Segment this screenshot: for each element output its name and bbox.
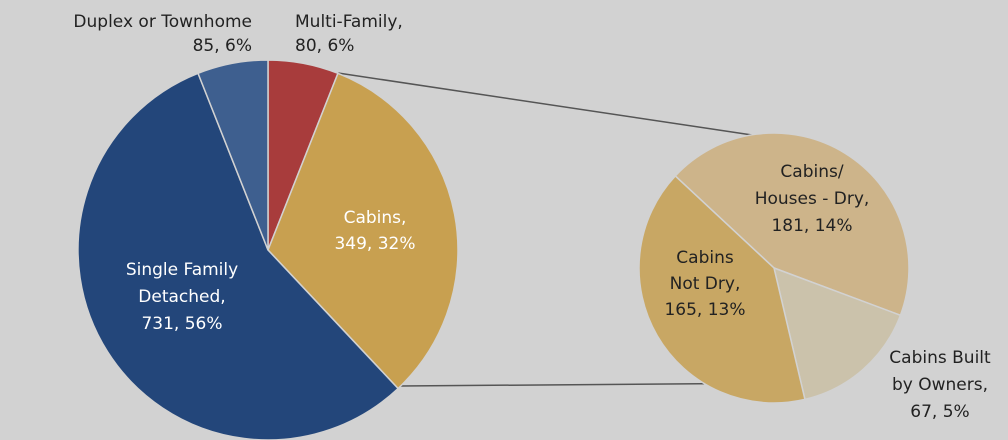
slice-value-label: 181, 14% xyxy=(771,216,852,236)
slice-label: Not Dry, xyxy=(670,274,741,294)
slice-label: Multi-Family, xyxy=(295,12,403,32)
connector-line xyxy=(337,72,753,136)
pie-slice xyxy=(77,72,400,440)
slice-label: Houses - Dry, xyxy=(755,189,870,209)
pie-slice xyxy=(197,59,269,251)
slice-value-label: 349, 32% xyxy=(334,234,415,254)
slice-label: Cabins, xyxy=(344,208,407,228)
slice-label: Cabins/ xyxy=(780,162,843,182)
pie-slice xyxy=(267,72,459,390)
slice-label: Cabins Built xyxy=(889,348,991,368)
slice-label: by Owners, xyxy=(892,375,988,395)
slice-value-label: 67, 5% xyxy=(910,402,969,422)
pie-slice xyxy=(638,174,806,404)
slice-label: Cabins xyxy=(676,248,734,268)
slice-value-label: 80, 6% xyxy=(295,36,354,56)
slice-value-label: 731, 56% xyxy=(141,314,222,334)
pie-slice xyxy=(772,266,902,401)
slice-value-label: 165, 13% xyxy=(664,300,745,320)
slice-label: Duplex or Townhome xyxy=(73,12,252,32)
slice-label: Detached, xyxy=(138,287,225,307)
pie-slice xyxy=(674,132,910,317)
slice-label: Single Family xyxy=(126,260,238,280)
slice-value-label: 85, 6% xyxy=(193,36,252,56)
